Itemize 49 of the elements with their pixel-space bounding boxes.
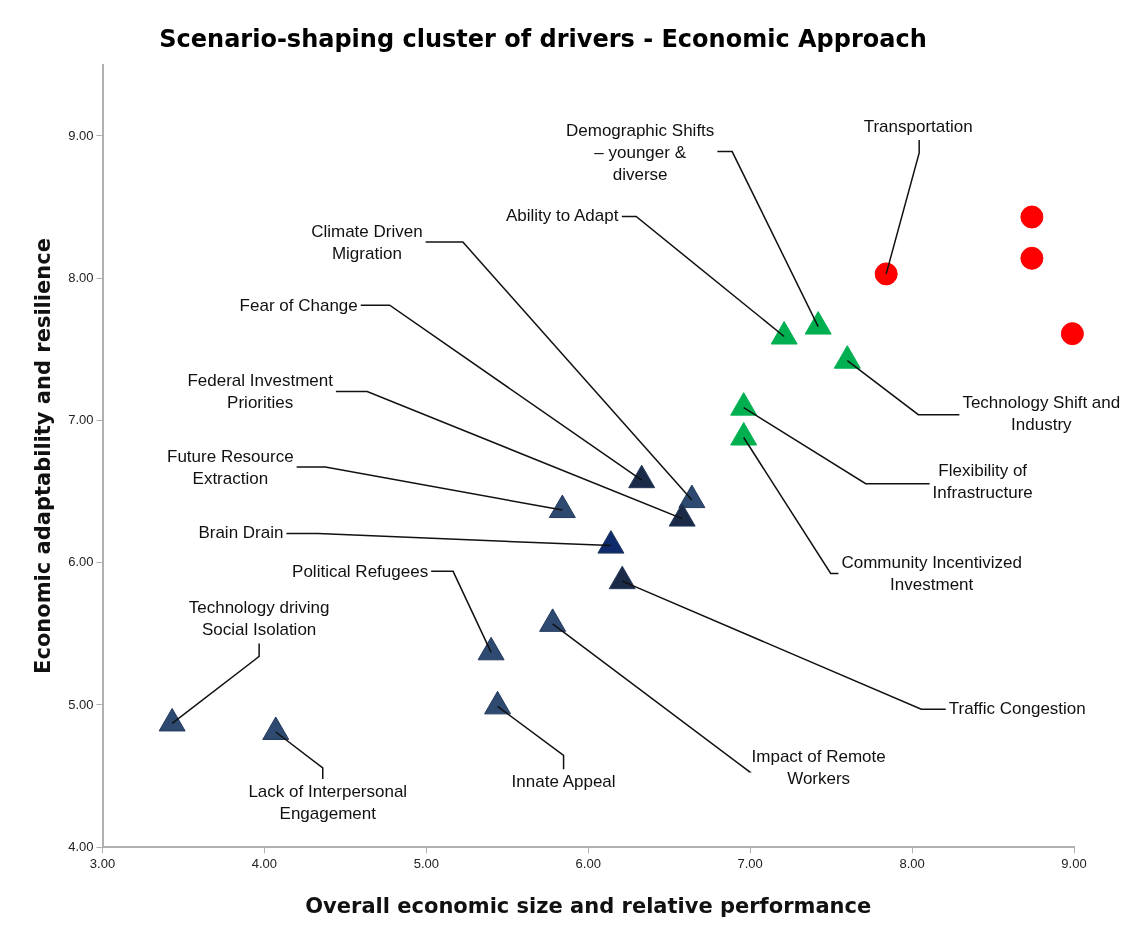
annotation: Ability to Adapt	[505, 206, 619, 226]
point	[730, 392, 758, 416]
point	[477, 636, 505, 661]
x-axis-title: Overall economic size and relative performance	[305, 893, 872, 918]
point	[262, 716, 290, 740]
y-tick-label: 6.00	[68, 554, 94, 570]
y-tick-label: 5.00	[68, 696, 94, 712]
point	[608, 565, 636, 590]
point	[539, 608, 567, 632]
x-tick-label: 8.00	[899, 855, 925, 871]
annotation: Climate Driven Migration	[311, 221, 423, 263]
chart-title: Scenario-shaping cluster of drivers - Economic Approach	[159, 24, 927, 53]
point	[730, 422, 758, 446]
point	[597, 530, 625, 554]
annotation: Brain Drain	[198, 523, 284, 543]
annotation: Lack of Interpersonal Engagement	[248, 781, 408, 823]
point	[770, 321, 798, 345]
y-tick-label: 8.00	[68, 269, 94, 285]
x-tick-label: 3.00	[89, 855, 116, 871]
point	[804, 311, 832, 335]
point	[678, 484, 706, 509]
annotation: Transportation	[863, 116, 973, 136]
annotation: Technology Shift and Industry	[962, 393, 1121, 435]
x-tick-label: 7.00	[737, 855, 763, 871]
annotation: Demographic Shifts – younger & diverse	[566, 121, 715, 185]
annotation: Future Resource Extraction	[167, 446, 294, 488]
annotation: Impact of Remote Workers	[751, 746, 886, 788]
annotation: Traffic Congestion	[948, 698, 1086, 718]
x-tick-label: 4.00	[251, 855, 278, 871]
x-tick-label: 6.00	[575, 855, 601, 871]
point	[668, 503, 696, 527]
annotation: Innate Appeal	[511, 772, 616, 792]
point	[833, 345, 861, 369]
annotation: Fear of Change	[239, 295, 358, 315]
point	[158, 707, 186, 732]
y-tick-label: 9.00	[68, 127, 94, 143]
annotation: Community Incentivized Investment	[841, 553, 1022, 595]
annotation: Flexibility of Infrastructure	[932, 461, 1033, 503]
y-axis-title: Economic adaptability and resilience	[31, 238, 56, 674]
annotation: Technology driving Social Isolation	[188, 598, 330, 640]
annotation: Political Refugees	[292, 562, 429, 581]
point	[548, 494, 576, 519]
point	[484, 690, 512, 715]
point	[628, 464, 656, 489]
x-tick-label: 9.00	[1061, 855, 1087, 871]
annotation: Federal Investment Priorities	[187, 371, 334, 413]
y-tick-label: 4.00	[68, 838, 94, 854]
y-tick-label: 7.00	[68, 412, 94, 428]
x-tick-label: 5.00	[413, 855, 439, 871]
